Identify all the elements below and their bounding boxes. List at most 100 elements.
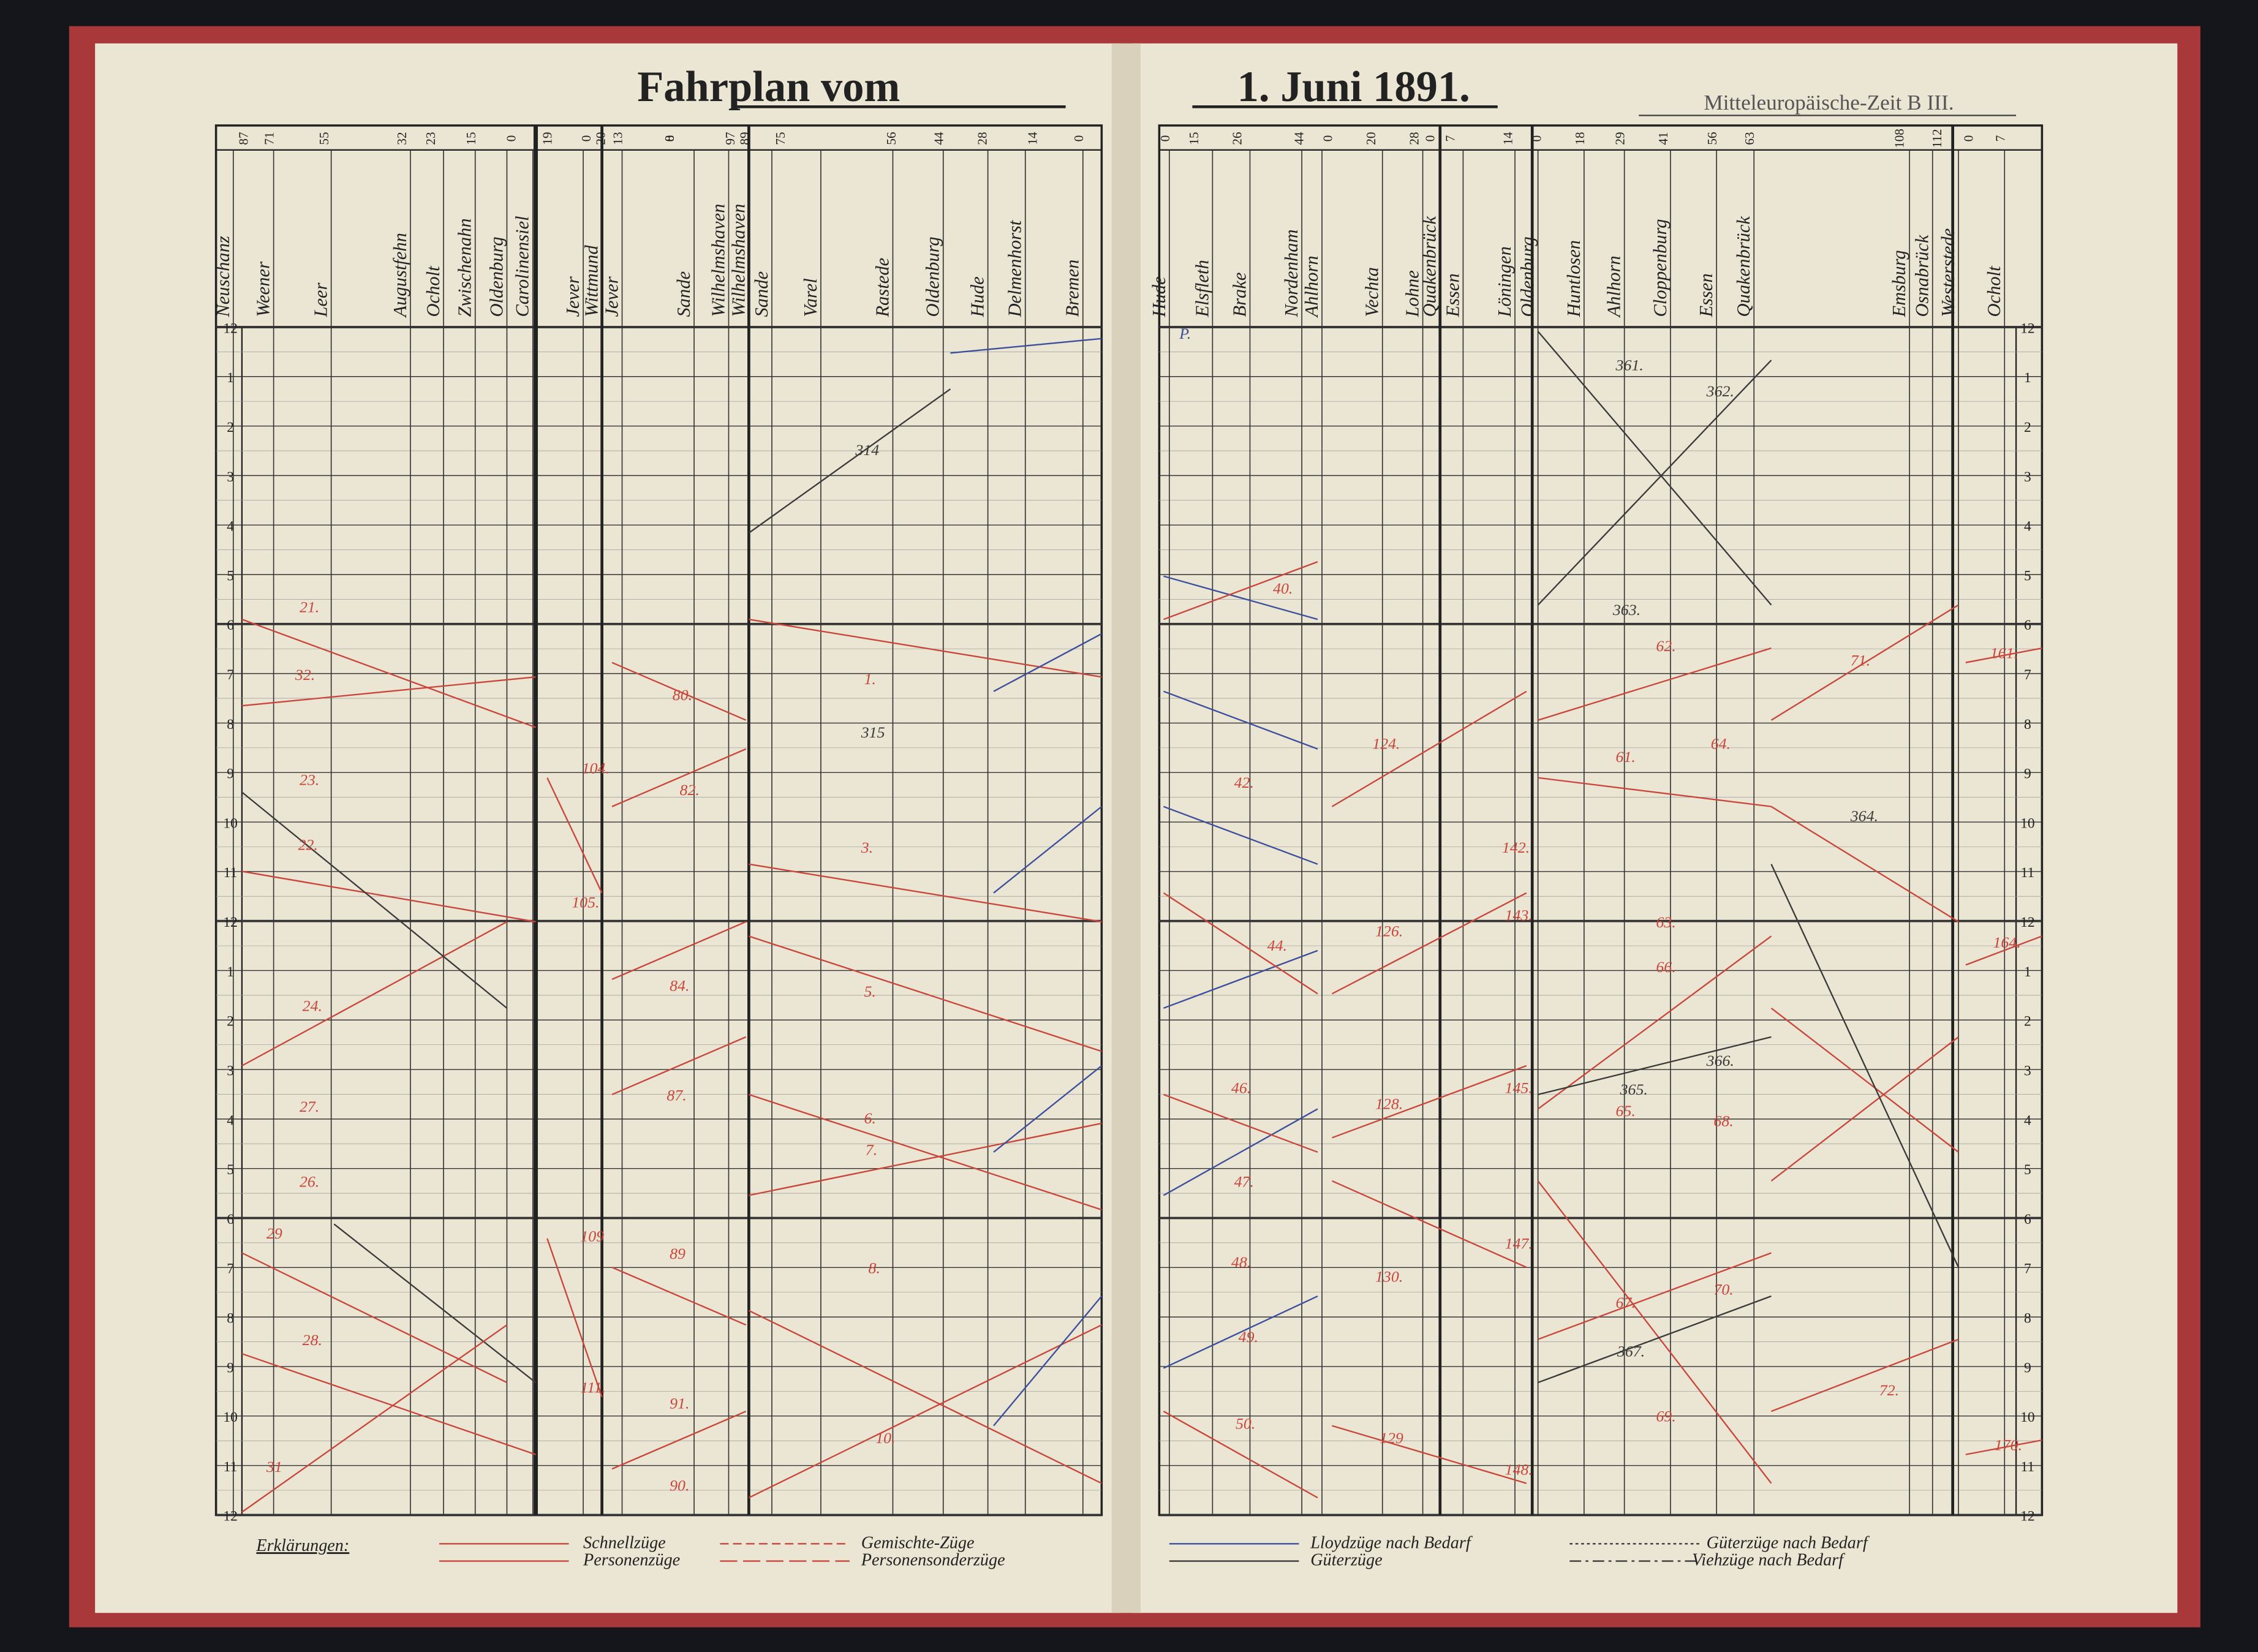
hour-label: 12 [2020, 1509, 2035, 1525]
train-number: 8. [869, 1259, 880, 1277]
legend-item: Personenzüge [583, 1551, 680, 1570]
train-path [748, 388, 951, 534]
train-path [1331, 1180, 1527, 1269]
train-number: 29 [266, 1224, 282, 1242]
hour-label: 1 [2024, 370, 2031, 386]
train-path [749, 935, 1102, 1052]
station-name: Wilhelmshaven [708, 204, 728, 317]
km-label: 0 [1422, 135, 1437, 142]
train-path [1537, 1180, 1772, 1484]
train-path [1770, 1007, 1959, 1153]
train-number: 7. [866, 1141, 877, 1159]
station-name: Sande [673, 271, 694, 317]
hour-label: 6 [2024, 1212, 2031, 1228]
train-path [1770, 604, 1959, 721]
km-label: 41 [1656, 132, 1671, 145]
train-path [241, 870, 536, 922]
station-name: Oldenburg [923, 236, 943, 317]
hour-label: 2 [2024, 420, 2031, 436]
train-path [1538, 647, 1772, 721]
hour-label: 6 [227, 617, 234, 633]
station-name: Wilhelmshaven [728, 204, 749, 317]
station-name: Jever [601, 276, 622, 317]
train-path [749, 1093, 1102, 1211]
legend-heading: Erklärungen: [255, 1536, 349, 1555]
train-number: 367. [1617, 1343, 1645, 1360]
train-path [950, 338, 1102, 354]
km-label: 0 [662, 135, 677, 142]
train-number: 10. [875, 1429, 895, 1447]
hour-label: 11 [224, 1459, 238, 1475]
train-number: 26. [300, 1172, 319, 1190]
train-number: 105. [572, 893, 599, 911]
hour-label: 3 [2024, 469, 2031, 485]
hour-label: 9 [2024, 766, 2031, 782]
legend-item: Viehzüge nach Bedarf [1692, 1551, 1846, 1570]
train-number: 27. [300, 1098, 319, 1115]
train-path [1770, 864, 1960, 1268]
station-name: Ocholt [423, 265, 444, 317]
train-number: 124. [1372, 735, 1400, 753]
train-path [1163, 690, 1318, 750]
train-path [1163, 575, 1318, 620]
km-label: 8 [662, 135, 677, 142]
train-path [1332, 1425, 1527, 1484]
train-path [1965, 1439, 2042, 1455]
train-path [333, 1223, 537, 1383]
hour-label: 10 [2020, 1409, 2035, 1425]
train-number: 143. [1505, 906, 1533, 924]
km-label: 7 [1993, 135, 2007, 142]
train-path [241, 619, 536, 728]
hour-label: 8 [227, 1311, 234, 1327]
train-number: 3. [861, 839, 873, 856]
station-name: Brake [1229, 273, 1250, 317]
train-number: 364. [1850, 807, 1878, 824]
km-label: 0 [1158, 135, 1172, 142]
station-name: Hude [967, 276, 988, 317]
km-label: 14 [1025, 132, 1040, 145]
station-name: Bremen [1062, 260, 1083, 317]
train-path [1538, 1036, 1772, 1096]
hour-label: 11 [2021, 1459, 2035, 1475]
train-path [749, 619, 1102, 678]
train-number: 109 [580, 1228, 604, 1245]
km-label: 55 [317, 132, 331, 145]
station-name: Quakenbrück [1733, 216, 1754, 317]
station-name: Wittmund [581, 245, 602, 317]
train-path [611, 1036, 747, 1095]
train-number: 65. [1616, 1102, 1636, 1120]
train-path [1163, 1295, 1318, 1369]
station-name: Elsfleth [1191, 260, 1212, 317]
train-path [1538, 1295, 1772, 1384]
train-number: 84. [670, 977, 689, 995]
hour-label: 7 [227, 667, 234, 683]
hour-label: 5 [227, 1162, 234, 1178]
station-name: Osnabrück [1912, 235, 1933, 317]
hour-label: 2 [227, 420, 234, 436]
train-number: 46. [1231, 1079, 1251, 1097]
train-path [1332, 1065, 1527, 1139]
km-label: 71 [262, 132, 277, 145]
train-path [241, 1252, 507, 1384]
hour-label: 3 [2024, 1063, 2031, 1079]
train-path [1163, 1411, 1318, 1499]
hour-label: 6 [227, 1212, 234, 1228]
train-path [611, 921, 747, 980]
station-name: Augustfehn [390, 233, 410, 318]
hour-label: 2 [227, 1014, 234, 1030]
km-label: 19 [540, 132, 554, 145]
train-number: P. [1179, 325, 1191, 342]
train-number: 72. [1879, 1381, 1899, 1399]
train-number: 40. [1273, 579, 1293, 597]
graph-area: 12123456789101112123456789101112Neuschan… [213, 124, 2044, 1570]
station-name: Delmenhorst [1005, 219, 1025, 317]
hour-label: 6 [2024, 617, 2031, 633]
hour-label: 7 [227, 1261, 234, 1277]
km-label: 97 [723, 132, 738, 145]
train-number: 90. [670, 1476, 689, 1494]
km-label: 29 [1613, 132, 1628, 145]
train-number: 5. [864, 983, 875, 1000]
train-number: 170. [1995, 1436, 2022, 1454]
train-path [241, 791, 508, 1009]
train-number: 365. [1620, 1081, 1648, 1098]
